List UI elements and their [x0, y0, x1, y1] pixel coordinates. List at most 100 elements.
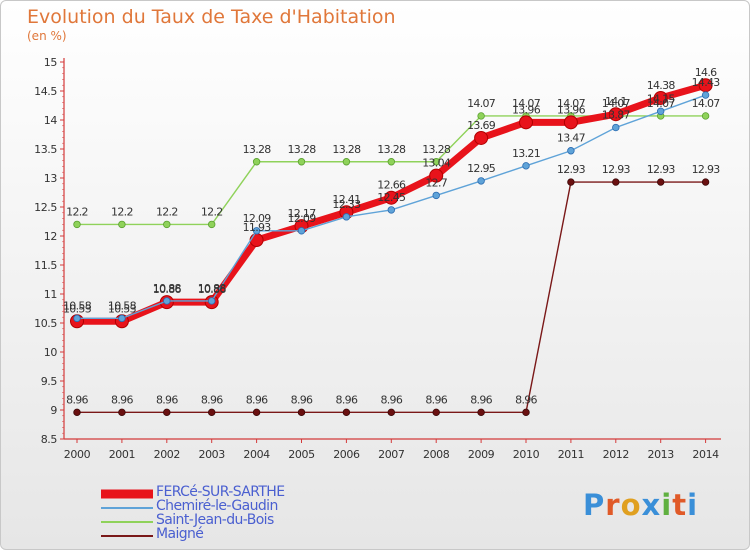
data-point-saint-jean [163, 220, 171, 229]
data-label-chemire: 10.88 [198, 282, 227, 295]
y-tick-label: 14.5 [34, 85, 57, 98]
data-label-ferce: 10.86 [153, 283, 182, 296]
data-point-chemire [701, 91, 710, 99]
legend-swatch [101, 535, 153, 537]
data-point-chemire [252, 227, 261, 235]
data-label-maigne: 8.96 [515, 393, 537, 406]
data-point-chemire [387, 206, 395, 214]
data-point-maigne [477, 408, 485, 417]
data-point-ferce [653, 90, 668, 105]
y-tick-label: 15 [44, 56, 58, 69]
x-tick-label: 2012 [603, 448, 629, 461]
x-tick-label: 2008 [423, 448, 450, 461]
logo-letter: o [620, 488, 642, 522]
data-label-saint-jean: 12.2 [111, 205, 133, 218]
y-axis-unit: (en %) [27, 29, 67, 43]
data-label-ferce: 14.38 [647, 79, 676, 92]
data-label-ferce: 12.17 [288, 207, 317, 220]
chart-title: Evolution du Taux de Taxe d'Habitation [27, 6, 396, 28]
y-tick-label: 10 [44, 346, 58, 359]
x-tick-label: 2000 [64, 448, 91, 461]
data-point-chemire [297, 227, 306, 235]
data-label-ferce: 12.66 [377, 179, 406, 192]
data-label-maigne: 12.93 [692, 163, 721, 176]
data-point-saint-jean [387, 158, 395, 166]
data-label-chemire: 12.7 [425, 176, 447, 189]
data-label-chemire: 13.47 [557, 132, 586, 145]
data-label-saint-jean: 12.2 [201, 205, 223, 218]
data-point-ferce [384, 190, 399, 205]
data-label-ferce: 10.53 [108, 302, 137, 315]
data-point-chemire [342, 213, 351, 221]
data-label-ferce: 13.69 [467, 119, 496, 132]
data-point-chemire [207, 297, 216, 305]
legend-item-maigne: Maigné [101, 526, 361, 543]
legend-swatch [101, 507, 153, 509]
data-label-saint-jean: 13.28 [288, 143, 317, 156]
data-label-chemire: 12.33 [332, 198, 361, 211]
data-point-chemire [118, 314, 126, 323]
x-tick-label: 2001 [109, 448, 135, 461]
legend-item-ferce: FERCé-SUR-SARTHE [101, 484, 361, 501]
data-label-saint-jean: 14.07 [692, 97, 721, 110]
data-point-maigne [432, 408, 440, 417]
data-label-saint-jean: 13.28 [243, 143, 272, 156]
data-label-ferce: 12.41 [332, 193, 360, 206]
data-label-chemire: 10.58 [108, 299, 137, 312]
data-point-saint-jean [207, 220, 216, 229]
legend-label: Chemiré-le-Gaudin [156, 498, 278, 514]
data-point-maigne [701, 178, 710, 186]
data-point-chemire [432, 191, 440, 200]
legend-swatch [101, 521, 153, 523]
data-label-maigne: 8.96 [201, 393, 223, 406]
data-label-chemire: 12.95 [467, 162, 496, 175]
data-point-maigne [297, 408, 306, 417]
logo-letter: r [605, 488, 621, 522]
data-label-maigne: 12.93 [602, 163, 631, 176]
data-point-chemire [567, 147, 575, 155]
logo-letter: x [641, 488, 662, 522]
y-tick-label: 14 [44, 114, 58, 127]
x-tick-label: 2010 [513, 448, 540, 461]
data-label-saint-jean: 14.07 [467, 97, 496, 110]
x-tick-label: 2014 [692, 448, 719, 461]
data-point-chemire [477, 177, 485, 185]
data-point-chemire [612, 123, 620, 132]
data-label-maigne: 8.96 [380, 393, 402, 406]
data-point-ferce [249, 233, 264, 248]
data-point-saint-jean [432, 158, 440, 166]
data-point-maigne [567, 178, 575, 186]
data-label-chemire: 10.88 [153, 282, 182, 295]
x-tick-label: 2005 [288, 448, 315, 461]
data-label-maigne: 8.96 [111, 393, 133, 406]
data-point-maigne [118, 408, 126, 417]
data-label-chemire: 12.09 [288, 212, 317, 225]
y-tick-label: 13.5 [34, 143, 57, 156]
data-label-ferce: 10.86 [198, 283, 227, 296]
data-point-maigne [387, 408, 395, 417]
data-label-maigne: 8.96 [66, 393, 88, 406]
logo-letter: i [687, 488, 699, 522]
data-point-chemire [522, 162, 530, 170]
x-tick-label: 2006 [333, 448, 360, 461]
data-label-chemire: 10.58 [63, 299, 92, 312]
y-tick-label: 12 [44, 230, 57, 243]
y-tick-label: 10.5 [34, 317, 57, 330]
data-label-saint-jean: 14.07 [647, 97, 676, 110]
data-point-maigne [73, 408, 81, 417]
data-label-maigne: 12.93 [557, 163, 586, 176]
data-point-maigne [522, 408, 530, 417]
legend-label: Saint-Jean-du-Bois [156, 512, 274, 528]
data-label-maigne: 8.96 [336, 393, 358, 406]
data-label-saint-jean: 13.28 [422, 143, 451, 156]
data-label-saint-jean: 12.2 [156, 205, 178, 218]
data-label-maigne: 8.96 [425, 393, 447, 406]
data-label-maigne: 8.96 [470, 393, 492, 406]
x-tick-label: 2009 [468, 448, 495, 461]
x-tick-label: 2007 [378, 448, 405, 461]
data-label-ferce: 11.93 [243, 221, 272, 234]
data-point-ferce [608, 107, 623, 122]
y-tick-label: 9.5 [41, 375, 58, 388]
